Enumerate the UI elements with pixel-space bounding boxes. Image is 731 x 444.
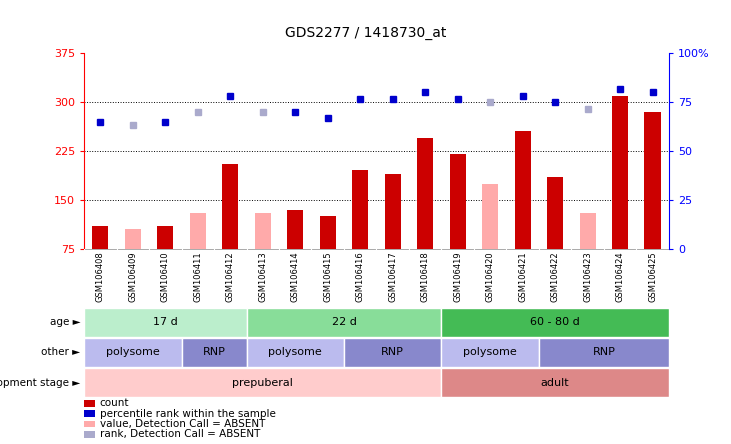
Bar [645, 112, 661, 249]
Bar [385, 174, 401, 249]
Text: RNP: RNP [592, 347, 616, 357]
Text: GSM106410: GSM106410 [161, 251, 170, 302]
Bar [84, 308, 246, 337]
Text: GSM106416: GSM106416 [356, 251, 365, 302]
Bar [84, 400, 94, 407]
Bar [246, 308, 442, 337]
Bar [482, 183, 499, 249]
Text: rank, Detection Call = ABSENT: rank, Detection Call = ABSENT [100, 429, 260, 440]
Text: GSM106417: GSM106417 [388, 251, 397, 302]
Bar [612, 95, 628, 249]
Text: other ►: other ► [41, 347, 80, 357]
Text: count: count [100, 398, 129, 408]
Text: GSM106422: GSM106422 [550, 251, 560, 302]
Bar [84, 431, 94, 438]
Text: GSM106412: GSM106412 [226, 251, 235, 302]
Text: GSM106408: GSM106408 [96, 251, 105, 302]
Text: GSM106418: GSM106418 [421, 251, 430, 302]
Text: polysome: polysome [106, 347, 159, 357]
Bar [254, 213, 271, 249]
Bar [417, 138, 433, 249]
Bar [84, 410, 94, 417]
Bar [352, 170, 368, 249]
Text: GSM106419: GSM106419 [453, 251, 462, 302]
Text: GSM106414: GSM106414 [291, 251, 300, 302]
Bar [181, 338, 246, 367]
Text: GSM106411: GSM106411 [193, 251, 202, 302]
Bar [442, 368, 669, 397]
Text: GSM106415: GSM106415 [323, 251, 332, 302]
Bar [515, 131, 531, 249]
Text: value, Detection Call = ABSENT: value, Detection Call = ABSENT [100, 419, 265, 429]
Text: adult: adult [541, 377, 569, 388]
Bar [287, 210, 303, 249]
Bar [450, 154, 466, 249]
Text: 60 - 80 d: 60 - 80 d [530, 317, 580, 327]
Text: GDS2277 / 1418730_at: GDS2277 / 1418730_at [285, 26, 446, 40]
Text: GSM106425: GSM106425 [648, 251, 657, 302]
Bar [125, 229, 141, 249]
Text: 22 d: 22 d [332, 317, 357, 327]
Bar [157, 226, 173, 249]
Bar [246, 338, 344, 367]
Bar [547, 177, 564, 249]
Text: GSM106421: GSM106421 [518, 251, 527, 302]
Bar [539, 338, 669, 367]
Bar [319, 216, 336, 249]
Bar [189, 213, 206, 249]
Text: GSM106424: GSM106424 [616, 251, 624, 302]
Text: GSM106413: GSM106413 [258, 251, 268, 302]
Text: development stage ►: development stage ► [0, 377, 80, 388]
Bar [344, 338, 442, 367]
Bar [442, 338, 539, 367]
Text: RNP: RNP [202, 347, 225, 357]
Text: RNP: RNP [382, 347, 404, 357]
Text: polysome: polysome [268, 347, 322, 357]
Text: GSM106409: GSM106409 [129, 251, 137, 302]
Text: 17 d: 17 d [153, 317, 178, 327]
Text: age ►: age ► [50, 317, 80, 327]
Bar [84, 338, 181, 367]
Text: GSM106420: GSM106420 [485, 251, 495, 302]
Text: polysome: polysome [463, 347, 517, 357]
Text: GSM106423: GSM106423 [583, 251, 592, 302]
Bar [84, 421, 94, 428]
Bar [84, 368, 442, 397]
Bar [442, 308, 669, 337]
Bar [580, 213, 596, 249]
Bar [92, 226, 108, 249]
Bar [222, 164, 238, 249]
Text: percentile rank within the sample: percentile rank within the sample [100, 409, 276, 419]
Text: prepuberal: prepuberal [232, 377, 293, 388]
